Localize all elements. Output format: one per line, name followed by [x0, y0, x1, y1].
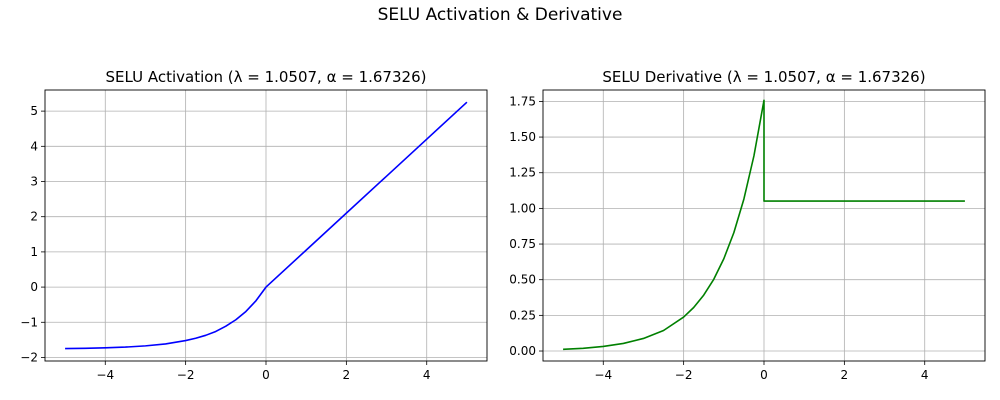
x-tick-label: 4 [921, 368, 929, 382]
y-tick-label: 2 [30, 210, 38, 224]
x-tick-label: −2 [675, 368, 693, 382]
y-tick-label: 0.00 [509, 344, 536, 358]
y-tick-label: −2 [20, 350, 38, 364]
axes-title: SELU Activation (λ = 1.0507, α = 1.67326… [106, 68, 427, 86]
y-tick-label: 1.25 [509, 166, 536, 180]
y-tick-label: 1.50 [509, 130, 536, 144]
series-line [65, 101, 468, 350]
y-tick-label: 0.75 [509, 237, 536, 251]
x-tick-label: 4 [423, 368, 431, 382]
x-tick-label: 0 [760, 368, 768, 382]
y-tick-label: 0.25 [509, 308, 536, 322]
y-tick-label: 4 [30, 139, 38, 153]
y-tick-label: 0.50 [509, 273, 536, 287]
y-tick-label: 0 [30, 280, 38, 294]
x-tick-label: −4 [594, 368, 612, 382]
series-line [563, 99, 965, 351]
x-tick-label: −4 [96, 368, 114, 382]
x-tick-label: 2 [841, 368, 849, 382]
x-tick-label: −2 [177, 368, 195, 382]
y-tick-label: 3 [30, 175, 38, 189]
x-tick-label: 0 [262, 368, 270, 382]
y-tick-label: 5 [30, 104, 38, 118]
figure-suptitle: SELU Activation & Derivative [377, 5, 623, 25]
subplot-2: −4 −2 0 2 4 0.00 0.25 0.50 0.75 1.00 1.25 1.50 1.75 S… [509, 68, 986, 382]
y-tick-label: 1 [30, 245, 38, 259]
subplot-1: −4 −2 0 2 4 −2 −1 0 1 2 3 4 5 SELU Activation (λ = 1.… [20, 68, 488, 382]
y-tick-label: 1.75 [509, 94, 536, 108]
y-tick-label: 1.00 [509, 201, 536, 215]
axes-title: SELU Derivative (λ = 1.0507, α = 1.67326… [602, 68, 925, 86]
y-tick-label: −1 [20, 315, 38, 329]
x-tick-label: 2 [343, 368, 351, 382]
